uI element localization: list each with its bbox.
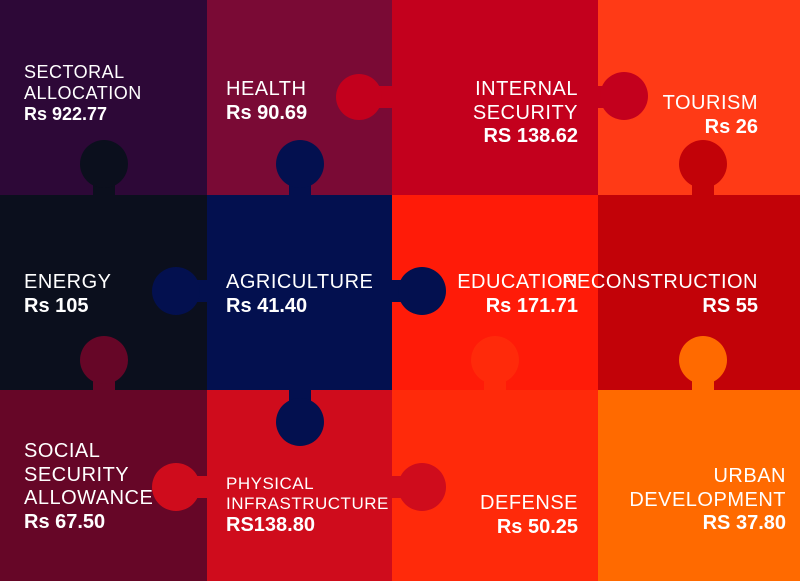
puzzle-knob	[80, 140, 128, 188]
title-amount: Rs 922.77	[24, 104, 108, 125]
puzzle-knob	[471, 336, 519, 384]
label-social-security-allowance: SOCIAL SECURITY ALLOWANCE Rs 67.50	[24, 440, 153, 534]
sector-name: AGRICULTURE	[226, 271, 374, 293]
label-reconstruction: RECONSTRUCTION RS 55	[562, 271, 758, 318]
label-health: HEALTH Rs 90.69	[226, 78, 307, 125]
puzzle-knob	[336, 74, 382, 120]
label-internal-security: INTERNAL SECURITY RS 138.62	[473, 78, 578, 149]
puzzle-knob	[152, 463, 200, 511]
label-defense: DEFENSE Rs 50.25	[480, 492, 578, 539]
puzzle-knob	[679, 140, 727, 188]
sector-amount: Rs 67.50	[24, 510, 106, 533]
sector-name: URBAN DEVELOPMENT	[629, 465, 786, 511]
puzzle-knob	[80, 336, 128, 384]
sector-name: SOCIAL SECURITY ALLOWANCE	[24, 440, 154, 510]
label-physical-infrastructure: PHYSICAL INFRASTRUCTURE RS138.80	[226, 474, 389, 538]
tile-internal-security	[392, 0, 598, 195]
tile-urban-development	[598, 390, 800, 581]
puzzle-knob	[398, 463, 446, 511]
sector-amount: RS 37.80	[702, 512, 786, 535]
sector-name: EDUCATION	[457, 271, 578, 293]
puzzle-knob	[398, 267, 446, 315]
puzzle-knob	[152, 267, 200, 315]
sector-name: ENERGY	[24, 271, 112, 293]
sector-amount: Rs 41.40	[226, 294, 308, 317]
sector-amount: Rs 50.25	[496, 515, 578, 538]
label-urban-development: URBAN DEVELOPMENT RS 37.80	[629, 465, 786, 536]
sector-amount: Rs 26	[704, 115, 758, 138]
label-education: EDUCATION Rs 171.71	[457, 271, 578, 318]
puzzle-knob	[600, 72, 648, 120]
sector-amount: Rs 105	[24, 294, 89, 317]
label-energy: ENERGY Rs 105	[24, 271, 111, 318]
sector-amount: Rs 171.71	[485, 294, 578, 317]
sector-name: HEALTH	[226, 78, 307, 100]
label-sectoral-allocation: SECTORAL ALLOCATION Rs 922.77	[24, 62, 142, 126]
title-line-2: ALLOCATION	[24, 83, 142, 104]
sector-amount: RS138.80	[226, 514, 315, 537]
puzzle-knob	[276, 140, 324, 188]
tile-agriculture	[207, 195, 392, 390]
sector-name: PHYSICAL INFRASTRUCTURE	[226, 474, 389, 514]
sector-name: DEFENSE	[480, 492, 578, 514]
puzzle-knob	[679, 336, 727, 384]
title-line-1: SECTORAL	[24, 62, 125, 82]
sector-amount: Rs 90.69	[226, 101, 308, 124]
sector-name: INTERNAL SECURITY	[472, 78, 578, 124]
sector-amount: RS 55	[702, 294, 758, 317]
label-agriculture: AGRICULTURE Rs 41.40	[226, 271, 373, 318]
sector-amount: RS 138.62	[483, 125, 578, 148]
puzzle-knob	[276, 398, 324, 446]
sector-name: TOURISM	[662, 92, 758, 114]
label-tourism: TOURISM Rs 26	[663, 92, 758, 139]
sector-name: RECONSTRUCTION	[562, 271, 758, 293]
